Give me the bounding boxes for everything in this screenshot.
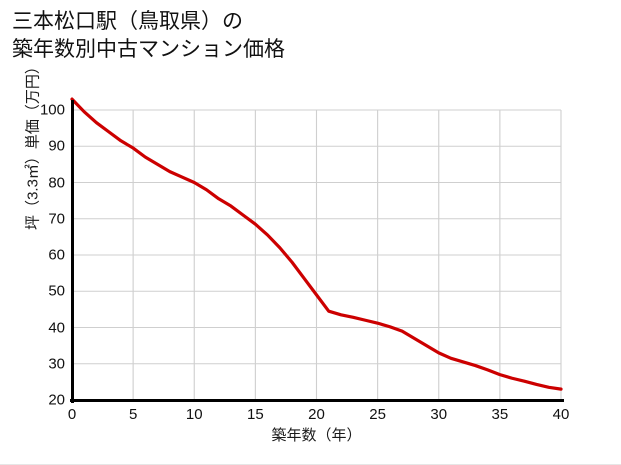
- x-axis-label-text: 築年数（年）: [271, 427, 362, 444]
- y-axis-label: 坪（3.3㎡）単価（万円）: [22, 0, 43, 295]
- x-tick-label: 40: [552, 406, 570, 423]
- x-tick-label: 25: [369, 406, 386, 423]
- y-tick-label: 40: [48, 319, 65, 336]
- x-tick-label: 0: [67, 406, 77, 423]
- y-tick-label: 70: [48, 210, 65, 228]
- chart-title-line-1: 三本松口駅（鳥取県）の: [12, 10, 243, 33]
- x-tick-label: 10: [185, 406, 203, 423]
- x-tick-label: 35: [491, 406, 509, 423]
- y-tick-label: 20: [48, 391, 65, 409]
- plot-area: 20 30 40 50 60 70 80 90 100 0 5 10 15 20 25 30 35 40: [40, 97, 569, 423]
- x-tick-label: 5: [128, 406, 138, 423]
- x-axis-label: 築年数（年）: [72, 424, 561, 445]
- y-axis-label-text: 坪（3.3㎡）単価（万円）: [24, 59, 42, 230]
- y-tick-label: 100: [39, 101, 65, 119]
- y-tick-label: 50: [48, 282, 65, 300]
- y-tick-label: 90: [48, 137, 65, 155]
- series-line: [70, 97, 563, 391]
- x-tick-label: 20: [308, 406, 325, 423]
- x-axis-spine: [70, 399, 564, 402]
- data-series-坪単価: [70, 97, 563, 391]
- x-tick-label: 30: [430, 406, 448, 423]
- chart-title-line-2: 築年数別中古マンション価格: [12, 38, 285, 61]
- chart-title: 三本松口駅（鳥取県）の 築年数別中古マンション価格: [12, 8, 612, 64]
- grid-lines: [71, 109, 562, 401]
- y-tick-label: 80: [48, 174, 65, 191]
- y-tick-label: 60: [48, 246, 65, 264]
- y-tick-label: 30: [48, 355, 65, 373]
- y-axis-spine: [71, 100, 74, 403]
- x-tick-label: 15: [247, 406, 264, 423]
